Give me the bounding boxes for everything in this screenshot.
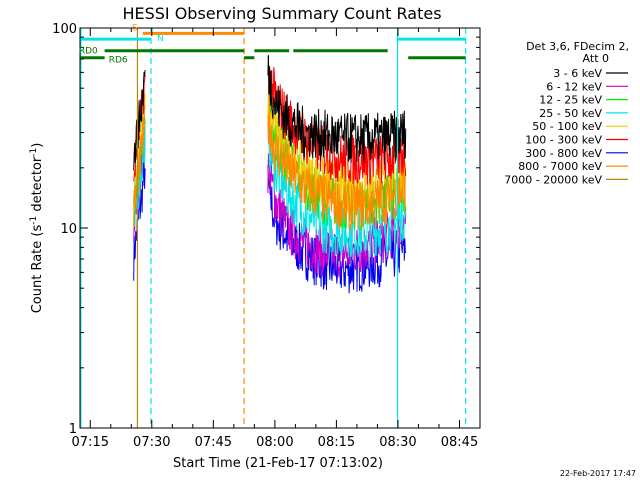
flag-label-rd0: RD0 (79, 47, 98, 57)
legend-header-line-2: Att 0 (583, 52, 609, 65)
footer-date: 22-Feb-2017 17:47 (560, 469, 636, 478)
legend-label-25-50kev: 25 - 50 keV (539, 107, 602, 120)
x-tick-label: 08:30 (379, 435, 416, 450)
axes: 07:15 07:30 07:45 08:00 08:15 08:30 08:45 1 10 10… (52, 22, 481, 450)
series-line-3-6kev-a (133, 69, 146, 171)
flag-label-rd6: RD6 (109, 56, 128, 66)
legend-header-line-1: Det 3,6, FDecim 2, (526, 40, 629, 53)
legend-label-12-25kev: 12 - 25 keV (539, 94, 602, 107)
series-line-800-7000kev-a (133, 105, 146, 228)
legend-label-100-300kev: 100 - 300 keV (525, 134, 602, 147)
y-tick-label: 10 (60, 222, 77, 237)
x-tick-label: 07:15 (72, 435, 109, 450)
x-tick-label: 08:45 (441, 435, 478, 450)
legend-label-800-7000kev: 800 - 7000 keV (518, 160, 602, 173)
legend-label-300-800kev: 300 - 800 keV (525, 147, 602, 160)
x-tick-label: 07:45 (195, 435, 232, 450)
series-line-3-6kev-b (267, 55, 407, 165)
legend-label-3-6kev: 3 - 6 keV (553, 67, 602, 80)
series-line-800-7000kev-b (267, 103, 407, 231)
legend-label-7000-20000kev: 7000 - 20000 keV (504, 173, 602, 186)
x-tick-label: 08:00 (256, 435, 293, 450)
x-tick-label: 08:15 (318, 435, 355, 450)
legend-label-6-12kev: 6 - 12 keV (546, 80, 602, 93)
y-tick-label: 100 (52, 22, 77, 37)
x-tick-label: 07:30 (133, 435, 170, 450)
flag-label-s: S (132, 23, 138, 33)
chart-title: HESSI Observing Summary Count Rates (122, 4, 441, 23)
y-tick-label: 1 (69, 422, 77, 437)
x-axis-label: Start Time (21-Feb-17 07:13:02) (173, 456, 383, 471)
legend-label-50-100kev: 50 - 100 keV (532, 120, 602, 133)
y-axis-label: Count Rate (s-1 detector-1) (29, 143, 45, 314)
flag-label-n: N (157, 34, 164, 44)
